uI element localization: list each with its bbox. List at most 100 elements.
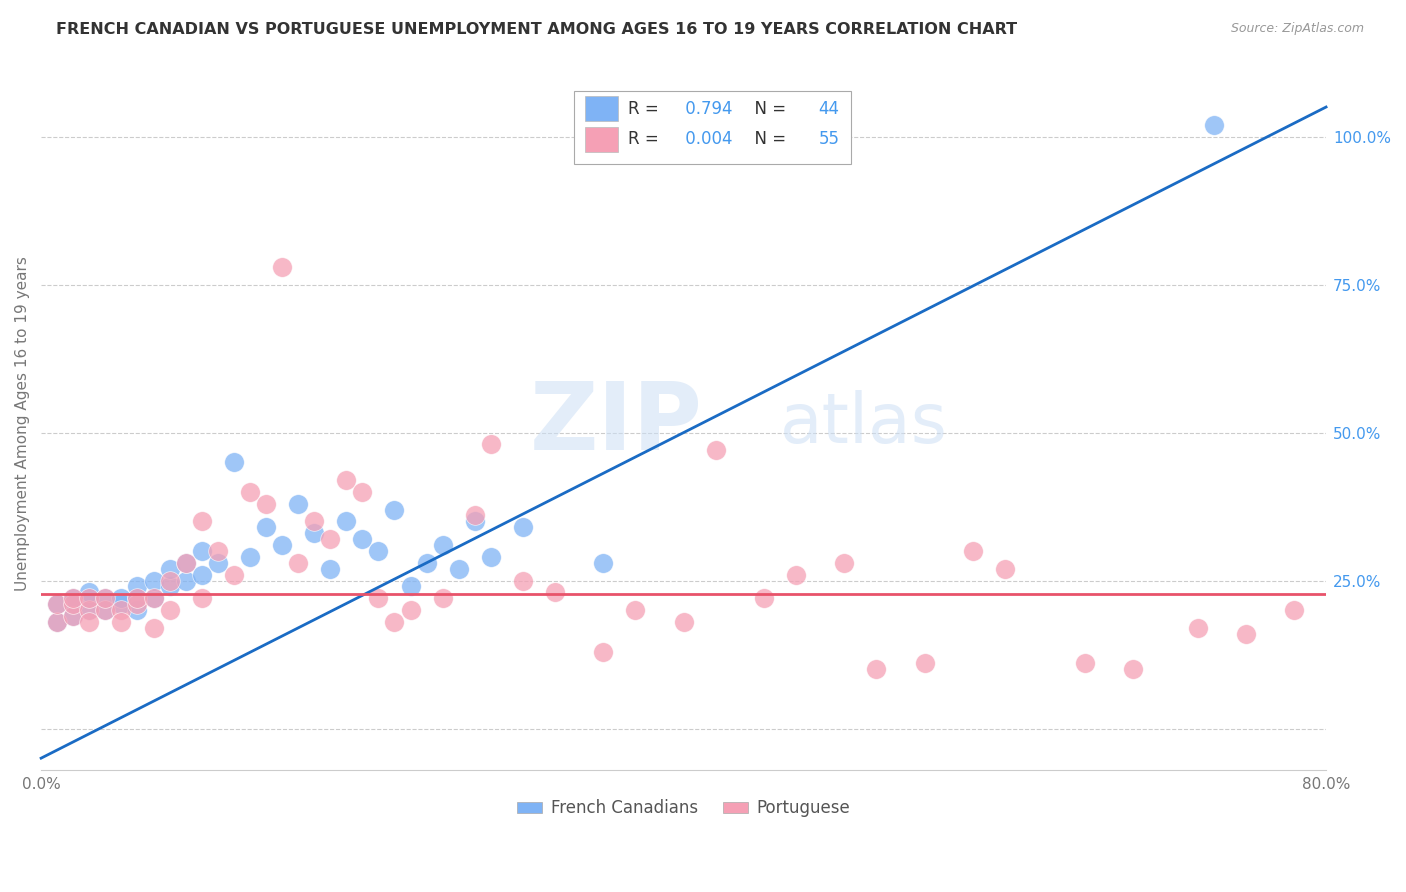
Text: 44: 44 — [818, 100, 839, 118]
Point — [752, 591, 775, 606]
Point — [367, 544, 389, 558]
Point — [367, 591, 389, 606]
Point — [190, 544, 212, 558]
Text: N =: N = — [744, 130, 792, 148]
Point — [464, 515, 486, 529]
Point — [287, 556, 309, 570]
Point — [222, 567, 245, 582]
Point — [79, 585, 101, 599]
Point — [239, 484, 262, 499]
Point — [62, 597, 84, 611]
Point — [994, 562, 1017, 576]
Point — [174, 556, 197, 570]
Point — [94, 591, 117, 606]
Text: 0.794: 0.794 — [679, 100, 733, 118]
Bar — [585, 96, 619, 121]
Point — [159, 562, 181, 576]
Point — [785, 567, 807, 582]
Point — [479, 437, 502, 451]
Text: 0.004: 0.004 — [679, 130, 733, 148]
Point — [62, 609, 84, 624]
Point — [335, 515, 357, 529]
Point — [1122, 662, 1144, 676]
Point — [1234, 627, 1257, 641]
Point — [1282, 603, 1305, 617]
Point — [62, 609, 84, 624]
Point — [174, 556, 197, 570]
Point — [384, 615, 406, 629]
Point — [190, 567, 212, 582]
Point — [127, 591, 149, 606]
Point — [110, 597, 132, 611]
Point — [190, 591, 212, 606]
Point — [962, 544, 984, 558]
Point — [432, 538, 454, 552]
Point — [46, 615, 69, 629]
Point — [352, 484, 374, 499]
Point — [384, 502, 406, 516]
Point — [624, 603, 647, 617]
Point — [544, 585, 567, 599]
Point — [479, 549, 502, 564]
Point — [302, 526, 325, 541]
Point — [62, 591, 84, 606]
Point — [159, 580, 181, 594]
Point — [142, 591, 165, 606]
Point — [79, 591, 101, 606]
Point — [127, 603, 149, 617]
Point — [62, 597, 84, 611]
Point — [207, 544, 229, 558]
Point — [1187, 621, 1209, 635]
Point — [1074, 657, 1097, 671]
Point — [110, 615, 132, 629]
Point — [254, 497, 277, 511]
Point — [79, 591, 101, 606]
Point — [94, 591, 117, 606]
Point — [46, 597, 69, 611]
Point — [335, 473, 357, 487]
Point — [190, 515, 212, 529]
Point — [319, 532, 342, 546]
Point — [46, 615, 69, 629]
Point — [447, 562, 470, 576]
Point — [127, 591, 149, 606]
Point — [832, 556, 855, 570]
Point — [914, 657, 936, 671]
Point — [704, 443, 727, 458]
Point — [287, 497, 309, 511]
Point — [271, 538, 294, 552]
Point — [79, 603, 101, 617]
Text: atlas: atlas — [780, 390, 948, 458]
Point — [432, 591, 454, 606]
Point — [512, 520, 534, 534]
Point — [865, 662, 887, 676]
Text: R =: R = — [628, 130, 664, 148]
Point — [159, 574, 181, 588]
Point — [174, 574, 197, 588]
FancyBboxPatch shape — [575, 91, 851, 164]
Point — [239, 549, 262, 564]
Point — [94, 603, 117, 617]
Point — [142, 574, 165, 588]
Text: ZIP: ZIP — [530, 377, 702, 470]
Point — [110, 603, 132, 617]
Bar — [585, 127, 619, 152]
Point — [94, 603, 117, 617]
Point — [207, 556, 229, 570]
Text: Source: ZipAtlas.com: Source: ZipAtlas.com — [1230, 22, 1364, 36]
Point — [222, 455, 245, 469]
Legend: French Canadians, Portuguese: French Canadians, Portuguese — [510, 793, 856, 824]
Point — [79, 615, 101, 629]
Point — [142, 621, 165, 635]
Text: FRENCH CANADIAN VS PORTUGUESE UNEMPLOYMENT AMONG AGES 16 TO 19 YEARS CORRELATION: FRENCH CANADIAN VS PORTUGUESE UNEMPLOYME… — [56, 22, 1018, 37]
Point — [352, 532, 374, 546]
Point — [399, 580, 422, 594]
Point — [46, 597, 69, 611]
Text: 55: 55 — [818, 130, 839, 148]
Point — [302, 515, 325, 529]
Text: N =: N = — [744, 100, 792, 118]
Point — [464, 508, 486, 523]
Point — [159, 603, 181, 617]
Point — [110, 591, 132, 606]
Point — [254, 520, 277, 534]
